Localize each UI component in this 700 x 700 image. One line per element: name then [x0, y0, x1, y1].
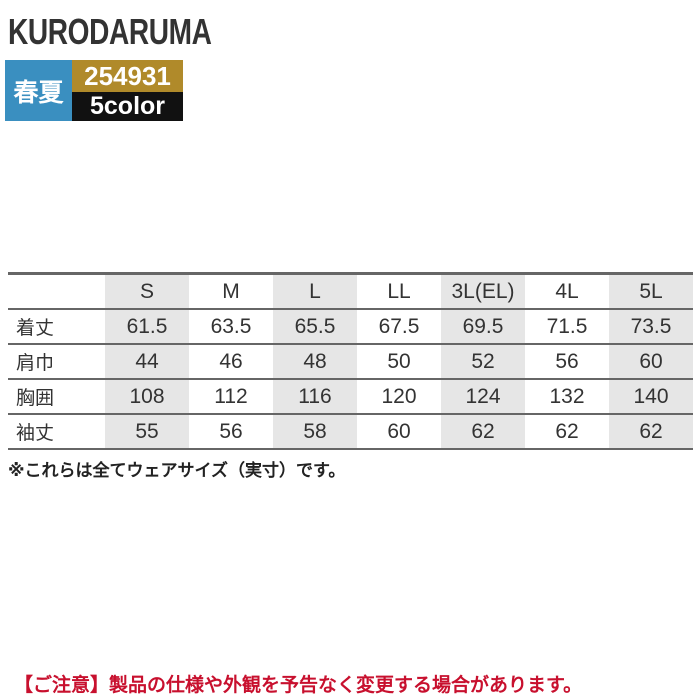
header-blank	[8, 272, 105, 310]
table-cell: 124	[441, 379, 525, 415]
table-cell: 132	[525, 379, 609, 415]
row-label: 袖丈	[8, 414, 105, 450]
size-table: S M L LL 3L(EL) 4L 5L 着丈 61.5 63.5 65.5 …	[8, 272, 693, 450]
table-cell: 48	[273, 344, 357, 380]
product-code-badge: 254931	[72, 60, 183, 92]
table-row: 着丈 61.5 63.5 65.5 67.5 69.5 71.5 73.5	[8, 309, 693, 345]
column-header: 3L(EL)	[441, 272, 525, 310]
size-note: ※これらは全てウェアサイズ（実寸）です。	[8, 461, 346, 481]
column-header: LL	[357, 272, 441, 310]
table-row: 胸囲 108 112 116 120 124 132 140	[8, 379, 693, 415]
table-cell: 73.5	[609, 309, 693, 345]
table-header-row: S M L LL 3L(EL) 4L 5L	[8, 272, 693, 310]
table-cell: 67.5	[357, 309, 441, 345]
table-cell: 62	[609, 414, 693, 450]
row-label: 肩巾	[8, 344, 105, 380]
table-cell: 58	[273, 414, 357, 450]
table-cell: 62	[525, 414, 609, 450]
table-cell: 120	[357, 379, 441, 415]
color-count-badge: 5color	[72, 92, 183, 121]
caution-notice: 【ご注意】製品の仕様や外観を予告なく変更する場合があります。	[14, 674, 583, 696]
column-header: L	[273, 272, 357, 310]
row-label: 胸囲	[8, 379, 105, 415]
table-cell: 56	[189, 414, 273, 450]
brand-logo: KURODARUMA	[8, 11, 212, 52]
table-cell: 60	[609, 344, 693, 380]
table-row: 袖丈 55 56 58 60 62 62 62	[8, 414, 693, 450]
table-cell: 56	[525, 344, 609, 380]
table-cell: 50	[357, 344, 441, 380]
table-cell: 46	[189, 344, 273, 380]
table-cell: 116	[273, 379, 357, 415]
table-cell: 44	[105, 344, 189, 380]
table-cell: 69.5	[441, 309, 525, 345]
table-row: 肩巾 44 46 48 50 52 56 60	[8, 344, 693, 380]
column-header: 4L	[525, 272, 609, 310]
table-cell: 60	[357, 414, 441, 450]
row-label: 着丈	[8, 309, 105, 345]
table-cell: 65.5	[273, 309, 357, 345]
table-cell: 112	[189, 379, 273, 415]
table-cell: 62	[441, 414, 525, 450]
column-header: 5L	[609, 272, 693, 310]
column-header: M	[189, 272, 273, 310]
table-cell: 108	[105, 379, 189, 415]
table-cell: 71.5	[525, 309, 609, 345]
table-cell: 140	[609, 379, 693, 415]
table-cell: 63.5	[189, 309, 273, 345]
table-cell: 52	[441, 344, 525, 380]
table-cell: 61.5	[105, 309, 189, 345]
column-header: S	[105, 272, 189, 310]
season-badge: 春夏	[5, 60, 72, 121]
table-cell: 55	[105, 414, 189, 450]
